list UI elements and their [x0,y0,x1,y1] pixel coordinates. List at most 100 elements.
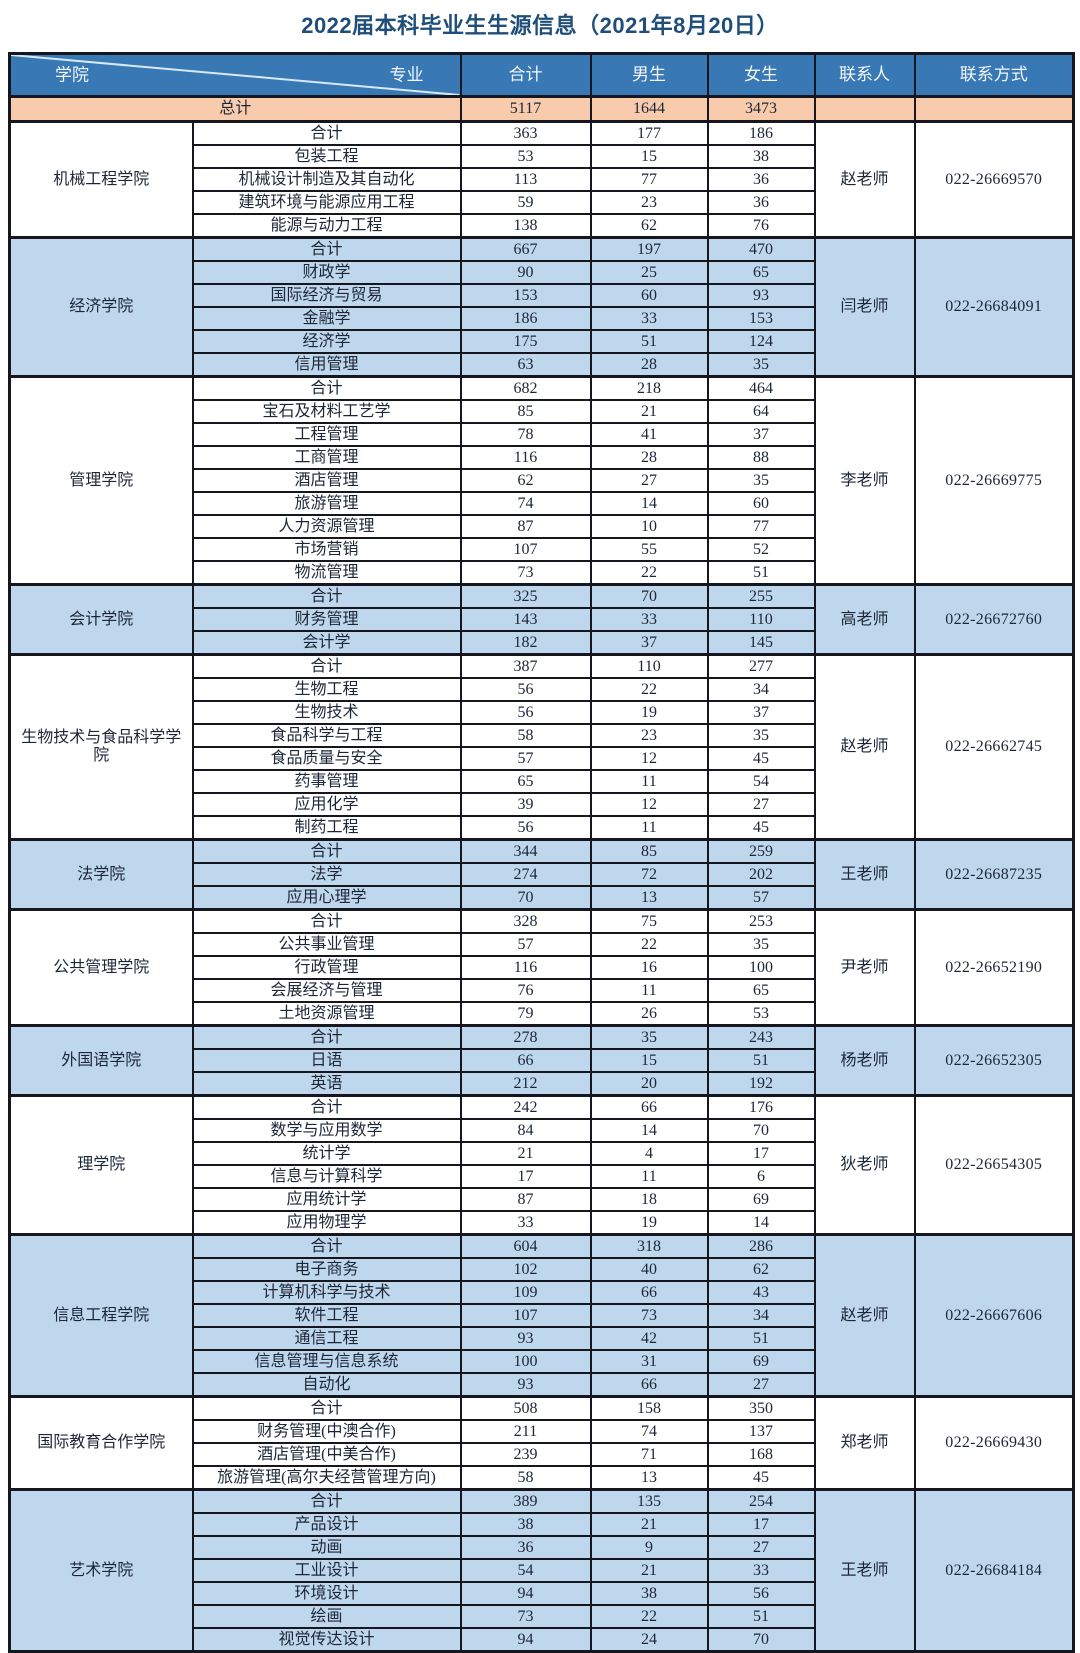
major-name-cell: 通信工程 [191,1326,462,1351]
table-header: 学院 专业 合计 男生 女生 联系人 联系方式 [8,52,1075,98]
major-name-cell: 合计 [191,1488,462,1514]
major-name-cell: 合计 [191,583,462,609]
total-value-cell: 63 [459,352,592,378]
major-row: 绘画 73 22 51 [10,1604,1074,1629]
college-name-cell: 机械工程学院 [8,120,194,239]
total-value-cell: 21 [459,1141,592,1166]
female-value-cell: 255 [706,583,816,609]
total-value-cell: 76 [459,978,592,1003]
major-row: 金融学 186 33 153 [10,306,1074,331]
male-value-cell: 14 [589,491,709,516]
major-name-cell: 制药工程 [191,815,462,841]
male-value-cell: 75 [589,908,709,934]
male-value-cell: 70 [589,583,709,609]
major-name-cell: 建筑环境与能源应用工程 [191,190,462,215]
major-row: 经济学 175 51 124 [10,329,1074,354]
contact-name-cell: 王老师 [813,1488,916,1653]
major-name-cell: 信息与计算科学 [191,1164,462,1189]
college-name-cell: 国际教育合作学院 [8,1395,194,1491]
total-value-cell: 682 [459,375,592,401]
college-section: 法学院 合计 344 85 259 王老师 022-26687235 法学 274 72 202 应用… [8,838,1075,911]
major-name-cell: 经济学 [191,329,462,354]
female-value-cell: 52 [706,537,816,562]
male-value-cell: 14 [589,1118,709,1143]
total-value-cell: 36 [459,1535,592,1560]
major-row: 会计学 182 37 145 [10,630,1074,656]
total-value-cell: 344 [459,838,592,864]
female-value-cell: 45 [706,815,816,841]
college-name-cell: 会计学院 [8,583,194,656]
male-value-cell: 10 [589,514,709,539]
major-name-cell: 动画 [191,1535,462,1560]
female-value-cell: 168 [706,1442,816,1467]
college-section: 外国语学院 合计 278 35 243 杨老师 022-26652305 日语 66 15 51 英语… [8,1024,1075,1097]
male-value-cell: 197 [589,236,709,262]
male-value-cell: 19 [589,1210,709,1236]
major-name-cell: 宝石及材料工艺学 [191,399,462,424]
total-value-cell: 84 [459,1118,592,1143]
major-row: 食品科学与工程 58 23 35 [10,723,1074,748]
male-value-cell: 77 [589,167,709,192]
graduate-source-table: 学院 专业 合计 男生 女生 联系人 联系方式 总计 5117 1644 3473 机械… [8,52,1075,1653]
total-value-cell: 39 [459,792,592,817]
major-name-cell: 人力资源管理 [191,514,462,539]
major-name-cell: 合计 [191,236,462,262]
female-value-cell: 243 [706,1024,816,1050]
total-value-cell: 113 [459,167,592,192]
female-value-cell: 93 [706,283,816,308]
male-value-cell: 11 [589,815,709,841]
female-value-cell: 36 [706,167,816,192]
college-name-cell: 信息工程学院 [8,1233,194,1398]
major-row: 旅游管理 74 14 60 [10,491,1074,516]
female-value-cell: 51 [706,1326,816,1351]
female-value-cell: 176 [706,1094,816,1120]
male-value-cell: 135 [589,1488,709,1514]
female-value-cell: 34 [706,1303,816,1328]
total-value-cell: 93 [459,1372,592,1398]
major-name-cell: 财政学 [191,260,462,285]
total-value-cell: 65 [459,769,592,794]
male-value-cell: 27 [589,468,709,493]
college-name-cell: 艺术学院 [8,1488,194,1653]
male-value-cell: 15 [589,1048,709,1073]
male-value-cell: 9 [589,1535,709,1560]
contact-name-cell: 赵老师 [813,120,916,239]
major-row: 宝石及材料工艺学 85 21 64 [10,399,1074,424]
total-value-cell: 57 [459,746,592,771]
female-value-cell: 17 [706,1141,816,1166]
total-value-cell: 59 [459,190,592,215]
female-value-cell: 124 [706,329,816,354]
male-value-cell: 110 [589,653,709,679]
total-value-cell: 387 [459,653,592,679]
college-name-cell: 管理学院 [8,375,194,586]
major-row: 建筑环境与能源应用工程 59 23 36 [10,190,1074,215]
male-value-cell: 71 [589,1442,709,1467]
total-value-cell: 182 [459,630,592,656]
male-value-cell: 33 [589,306,709,331]
female-value-cell: 69 [706,1349,816,1374]
major-name-cell: 应用心理学 [191,885,462,911]
total-value-cell: 74 [459,491,592,516]
female-value-cell: 110 [706,607,816,632]
total-header-label: 合计 [459,52,592,98]
male-value-cell: 38 [589,1581,709,1606]
male-value-cell: 22 [589,677,709,702]
male-value-cell: 72 [589,862,709,887]
major-name-cell: 食品科学与工程 [191,723,462,748]
major-row: 工程管理 78 41 37 [10,422,1074,447]
college-name-cell: 公共管理学院 [8,908,194,1027]
total-value-cell: 239 [459,1442,592,1467]
major-name-cell: 市场营销 [191,537,462,562]
total-value-cell: 328 [459,908,592,934]
college-section: 会计学院 合计 325 70 255 高老师 022-26672760 财务管理 143 33 11… [8,583,1075,656]
diagonal-divider-line [11,55,460,95]
major-name-cell: 数学与应用数学 [191,1118,462,1143]
major-name-cell: 统计学 [191,1141,462,1166]
major-name-cell: 合计 [191,120,462,146]
college-first-row: 信息工程学院 合计 604 318 286 赵老师 022-26667606 [8,1233,1075,1398]
phone-number-cell: 022-26652190 [913,908,1075,1027]
major-name-cell: 电子商务 [191,1257,462,1282]
major-row: 土地资源管理 79 26 53 [10,1001,1074,1027]
college-first-row: 经济学院 合计 667 197 470 闫老师 022-26684091 [8,236,1075,378]
male-value-cell: 23 [589,190,709,215]
